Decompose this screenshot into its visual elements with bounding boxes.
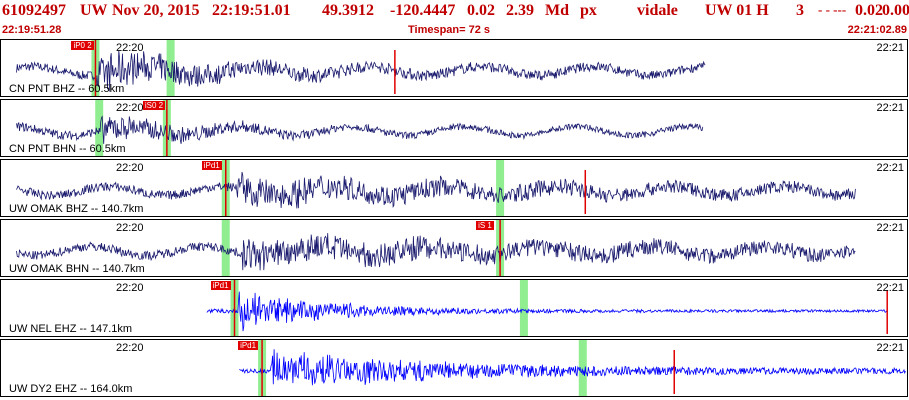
event-type: px xyxy=(580,2,597,19)
waveform-plot xyxy=(239,340,906,396)
event-time: 22:19:51.01 xyxy=(212,2,291,19)
time-tick-left: 22:20 xyxy=(116,162,144,174)
source-code: UW 01 H xyxy=(705,2,769,19)
time-tick-left: 22:20 xyxy=(116,342,144,354)
phase-pick-label[interactable]: iPd1 xyxy=(238,341,259,350)
phase-pick-label[interactable]: iPd1 xyxy=(201,161,222,170)
time-tick-right: 22:21 xyxy=(876,222,904,234)
waveform-panel[interactable]: 22:20 22:21 UW NEL EHZ -- 147.1km iPd1 xyxy=(0,279,908,337)
waveform-panel[interactable]: 22:20 22:21 UW OMAK BHN -- 140.7km iS 1 xyxy=(0,219,908,277)
event-date: Nov 20, 2015 xyxy=(112,2,200,19)
network-code: UW xyxy=(80,2,108,19)
time-tick-right: 22:21 xyxy=(876,342,904,354)
quality-flags: - - --- xyxy=(818,2,847,17)
event-id: 61092497 xyxy=(2,2,66,19)
window-end-time: 22:21:02.89 xyxy=(847,24,907,36)
channel-label: CN PNT BHZ -- 60.5km xyxy=(9,83,125,95)
event-magnitude: 2.39 xyxy=(506,2,534,19)
seismic-trace xyxy=(16,171,856,209)
time-tick-right: 22:21 xyxy=(876,162,904,174)
channel-label: CN PNT BHN -- 60.5km xyxy=(9,143,126,155)
time-tick-left: 22:20 xyxy=(116,42,144,54)
channel-label: UW NEL EHZ -- 147.1km xyxy=(9,323,133,335)
timespan-label: Timespan= 72 s xyxy=(408,24,491,36)
event-latitude: 49.3912 xyxy=(322,2,374,19)
phase-pick-label[interactable]: iP0 2 xyxy=(71,41,94,50)
event-summary-header: 61092497 UW Nov 20, 2015 22:19:51.01 49.… xyxy=(0,2,909,20)
analyst-name: vidale xyxy=(637,2,678,19)
waveform-plot xyxy=(16,100,704,156)
event-longitude: -120.4447 xyxy=(390,2,456,19)
time-tick-left: 22:20 xyxy=(116,222,144,234)
quality-number: 3 xyxy=(796,2,804,19)
time-window-bar: 22:19:51.28 Timespan= 72 s 22:21:02.89 xyxy=(0,24,909,38)
pick-window xyxy=(221,220,230,276)
pick-window xyxy=(166,40,175,96)
seismic-trace xyxy=(239,349,906,386)
magnitude-type: Md xyxy=(545,2,569,19)
waveform-panel[interactable]: 22:20 22:21 UW DY2 EHZ -- 164.0km iPd1 xyxy=(0,339,908,397)
seismic-trace xyxy=(16,233,856,271)
phase-pick-label[interactable]: iPd1 xyxy=(210,281,231,290)
phase-pick-label[interactable]: iS0 2 xyxy=(142,101,166,110)
waveform-plot xyxy=(16,220,856,276)
seismic-trace xyxy=(16,50,706,92)
time-tick-left: 22:20 xyxy=(116,102,144,114)
channel-label: UW DY2 EHZ -- 164.0km xyxy=(9,383,133,395)
channel-label: UW OMAK BHN -- 140.7km xyxy=(9,263,145,275)
waveform-panel[interactable]: 22:20 22:21 UW OMAK BHZ -- 140.7km iPd1 xyxy=(0,159,908,217)
waveform-panels: 22:20 22:21 CN PNT BHZ -- 60.5km iP0 2 22:20… xyxy=(0,39,909,400)
waveform-panel[interactable]: 22:20 22:21 CN PNT BHZ -- 60.5km iP0 2 xyxy=(0,39,908,97)
channel-label: UW OMAK BHZ -- 140.7km xyxy=(9,203,144,215)
phase-pick-label[interactable]: iS 1 xyxy=(476,221,494,230)
time-tick-right: 22:21 xyxy=(876,282,904,294)
pick-window xyxy=(519,280,528,336)
header-value-1: 0.02 xyxy=(467,2,495,19)
seismic-trace xyxy=(206,291,887,332)
waveform-plot xyxy=(16,160,856,216)
waveform-plot xyxy=(206,280,888,336)
window-start-time: 22:19:51.28 xyxy=(2,24,62,36)
header-value-3: 0.00 xyxy=(882,2,909,19)
time-tick-right: 22:21 xyxy=(876,102,904,114)
seismic-trace xyxy=(16,115,704,144)
waveform-panel[interactable]: 22:20 22:21 CN PNT BHN -- 60.5km iS0 2 xyxy=(0,99,908,157)
time-tick-left: 22:20 xyxy=(116,282,144,294)
time-tick-right: 22:21 xyxy=(876,42,904,54)
pick-window xyxy=(95,100,104,156)
pick-window xyxy=(578,340,587,396)
waveform-plot xyxy=(16,40,706,96)
header-value-2: 0.02 xyxy=(855,2,883,19)
